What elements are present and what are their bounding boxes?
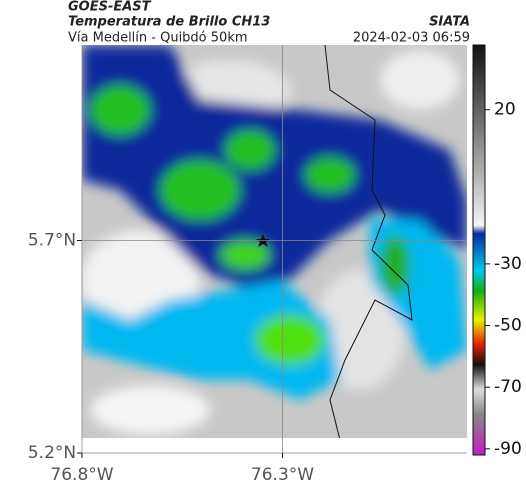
lon-tick-label: 76.3°W <box>251 465 314 485</box>
colorbar <box>472 44 486 456</box>
colorbar-tick-label: 20 <box>494 100 516 120</box>
source: SIATA <box>429 15 470 30</box>
colorbar-tick-label: -90 <box>494 439 522 459</box>
timestamp: 2024-02-03 06:59 <box>353 31 470 46</box>
lon-tick-label: 76.8°W <box>50 465 113 485</box>
route: Vía Medellín - Quibdó 50km <box>68 31 248 46</box>
satellite-image <box>82 45 467 438</box>
colorbar-tick-label: -50 <box>494 316 522 336</box>
lat-tick-label: 5.7°N <box>28 231 76 251</box>
lat-tick-label: 5.2°N <box>28 443 76 463</box>
title: GOES-EAST <box>68 0 152 15</box>
subtitle: Temperatura de Brillo CH13 <box>68 15 270 30</box>
colorbar-tick-label: -70 <box>494 377 522 397</box>
colorbar-tick-label: -30 <box>494 254 522 274</box>
